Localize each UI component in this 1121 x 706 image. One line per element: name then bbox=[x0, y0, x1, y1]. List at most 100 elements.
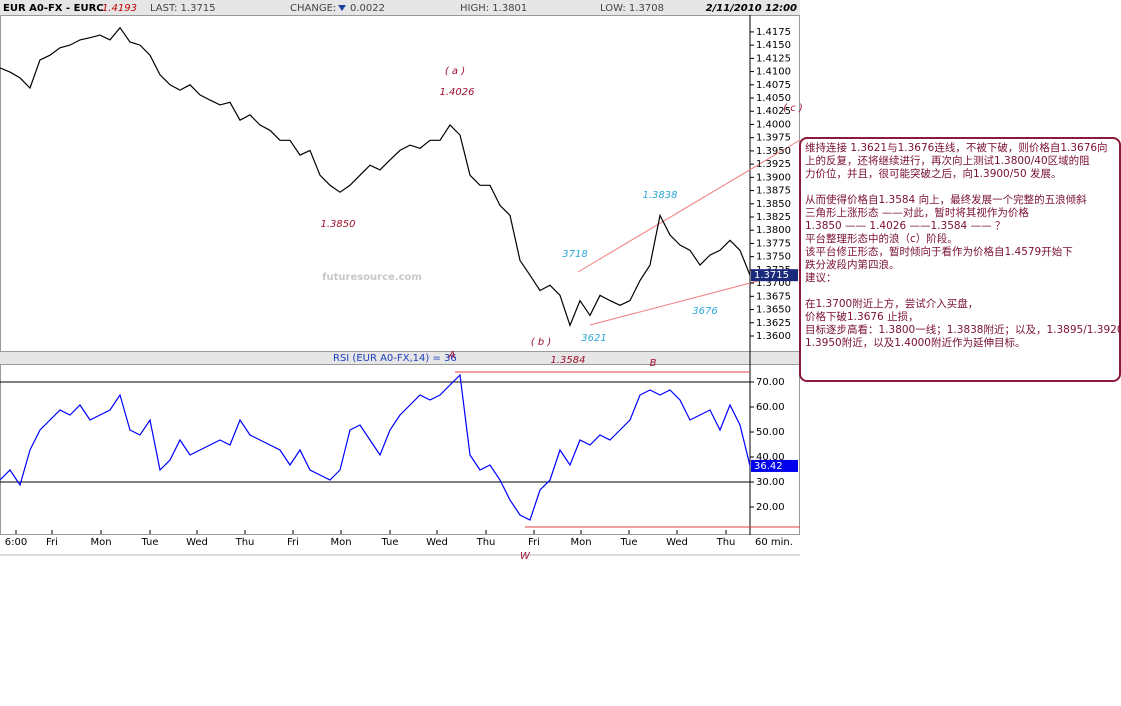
series-line bbox=[0, 373, 751, 521]
y-tick-label: 50.00 bbox=[756, 427, 785, 438]
x-tick-label: Tue bbox=[380, 537, 398, 548]
y-tick-label: 1.3975 bbox=[756, 133, 791, 144]
x-tick-label: Mon bbox=[570, 537, 591, 548]
note-line: 平台整理形态中的浪（c）阶段。 bbox=[805, 233, 958, 245]
point-label: 3718 bbox=[562, 249, 587, 260]
down-arrow bbox=[338, 5, 346, 11]
y-tick-label: 1.4050 bbox=[756, 93, 791, 104]
y-tick-label: 60.00 bbox=[756, 402, 785, 413]
symbol: EUR A0-FX - EURC bbox=[3, 3, 104, 14]
x-tick-label: Thu bbox=[476, 537, 496, 548]
note-line: 该平台修正形态，暂时倾向于看作为价格自1.4579开始下 bbox=[805, 246, 1073, 258]
y-tick-label: 1.3700 bbox=[756, 278, 791, 289]
y-tick-label: 1.3925 bbox=[756, 159, 791, 170]
current-value-label: 1.3715 bbox=[754, 270, 789, 281]
note-line: 价格下破1.3676 止损， bbox=[805, 311, 919, 323]
note-line: 力价位，并且，很可能突破之后，向1.3900/50 发展。 bbox=[805, 168, 1062, 180]
y-tick-label: 40.00 bbox=[756, 452, 785, 463]
x-tick-label: Fri bbox=[46, 537, 58, 548]
x-tick-label: Mon bbox=[330, 537, 351, 548]
x-tick-label: Thu bbox=[235, 537, 255, 548]
open-price: 1.4193 bbox=[102, 3, 137, 14]
y-tick-label: 1.4100 bbox=[756, 67, 791, 78]
y-tick-label: 1.3775 bbox=[756, 238, 791, 249]
rsi-label: RSI (EUR A0-FX,14) = 36 bbox=[333, 353, 457, 364]
x-tick-label: 6:00 bbox=[5, 537, 27, 548]
point-label: 3676 bbox=[692, 306, 717, 317]
low: LOW: 1.3708 bbox=[600, 3, 664, 14]
y-tick-label: 70.00 bbox=[756, 377, 785, 388]
y-tick-label: 1.4175 bbox=[756, 27, 791, 38]
change: 0.0022 bbox=[350, 3, 385, 14]
note-paragraph: 从而使得价格自1.3584 向上，最终发展一个完整的五浪倾斜 三角形上涨形态 ——… bbox=[805, 194, 1117, 285]
y-tick-label: 1.3875 bbox=[756, 186, 791, 197]
rsi-frame bbox=[0, 364, 800, 535]
note-line: 三角形上涨形态 ——对此，暂时将其视作为价格 bbox=[805, 207, 1029, 219]
trendline bbox=[577, 139, 801, 273]
x-tick-label: Fri bbox=[287, 537, 299, 548]
datetime: 2/11/2010 12:00 bbox=[706, 3, 797, 14]
y-tick-label: 1.4150 bbox=[756, 40, 791, 51]
note-line: 1.3950附近，以及1.4000附近作为延伸目标。 bbox=[805, 337, 1026, 349]
x-tick-label: Mon bbox=[90, 537, 111, 548]
y-tick-label: 1.3825 bbox=[756, 212, 791, 223]
point-label: 1.3838 bbox=[643, 190, 678, 201]
note-paragraph: 维持连接 1.3621与1.3676连线，不被下破，则价格自1.3676向 上的反… bbox=[805, 142, 1117, 181]
interval-label: 60 min. bbox=[755, 537, 793, 548]
note-line: 上的反复，还将继续进行，再次向上测试1.3800/40区域的阻 bbox=[805, 155, 1090, 167]
y-tick-label: 1.3625 bbox=[756, 318, 791, 329]
y-tick-label: 1.3800 bbox=[756, 225, 791, 236]
point-label: 3621 bbox=[581, 333, 606, 344]
price-label: 1.3850 bbox=[321, 219, 356, 230]
series-line bbox=[0, 26, 751, 328]
x-tick-label: Wed bbox=[186, 537, 208, 548]
high: HIGH: 1.3801 bbox=[460, 3, 527, 14]
y-tick-label: 20.00 bbox=[756, 502, 785, 513]
note-line: 在1.3700附近上方，尝试介入买盘， bbox=[805, 298, 979, 310]
y-tick-label: 30.00 bbox=[756, 477, 785, 488]
note-line: 维持连接 1.3621与1.3676连线，不被下破，则价格自1.3676向 bbox=[805, 142, 1108, 154]
y-tick-label: 1.3600 bbox=[756, 331, 791, 342]
wave-label: ( b ) bbox=[531, 337, 552, 348]
x-tick-label: Fri bbox=[528, 537, 540, 548]
y-tick-label: 1.3675 bbox=[756, 291, 791, 302]
note-line: 跌分波段内第四浪。 bbox=[805, 259, 900, 271]
price-label: 1.3584 bbox=[551, 355, 586, 366]
point-label: B bbox=[650, 358, 657, 369]
x-tick-label: Wed bbox=[426, 537, 448, 548]
note-line: 1.3850 —— 1.4026 ——1.3584 —— ？ bbox=[805, 220, 1006, 232]
price-label: 1.4026 bbox=[440, 87, 475, 98]
wave-label: ( a ) bbox=[445, 66, 465, 77]
note-line: 建议： bbox=[805, 272, 837, 284]
x-tick-label: Tue bbox=[140, 537, 158, 548]
wave-label: ( c ) bbox=[783, 103, 803, 114]
current-value-box bbox=[751, 269, 798, 282]
watermark: futuresource.com bbox=[322, 272, 422, 283]
y-tick-label: 1.4125 bbox=[756, 53, 791, 64]
x-tick-label: Thu bbox=[716, 537, 736, 548]
y-tick-label: 1.4000 bbox=[756, 119, 791, 130]
note-paragraph: 在1.3700附近上方，尝试介入买盘， 价格下破1.3676 止损， 目标逐步高看：… bbox=[805, 298, 1121, 350]
current-value-label: 36.42 bbox=[754, 461, 783, 472]
x-tick-label: Wed bbox=[666, 537, 688, 548]
header-bar bbox=[0, 0, 800, 15]
rsi-header bbox=[0, 352, 800, 364]
point-label: A bbox=[448, 350, 456, 361]
y-tick-label: 1.3750 bbox=[756, 252, 791, 263]
current-value-box bbox=[751, 459, 798, 472]
y-tick-label: 1.4075 bbox=[756, 80, 791, 91]
x-tick-label: Tue bbox=[619, 537, 637, 548]
y-tick-label: 1.4025 bbox=[756, 106, 791, 117]
analysis-note: 维持连接 1.3621与1.3676连线，不被下破，则价格自1.3676向 上的反… bbox=[799, 137, 1121, 382]
note-line: 从而使得价格自1.3584 向上，最终发展一个完整的五浪倾斜 bbox=[805, 194, 1087, 206]
y-tick-label: 1.3900 bbox=[756, 172, 791, 183]
change-label: CHANGE: bbox=[290, 3, 336, 14]
note-line: 目标逐步高看：1.3800一线；1.3838附近；以及，1.3895/1.392… bbox=[805, 324, 1121, 336]
y-tick-label: 1.3950 bbox=[756, 146, 791, 157]
y-tick-label: 1.3850 bbox=[756, 199, 791, 210]
point-label: W bbox=[520, 551, 531, 562]
y-tick-label: 1.3650 bbox=[756, 305, 791, 316]
last: LAST: 1.3715 bbox=[150, 3, 216, 14]
